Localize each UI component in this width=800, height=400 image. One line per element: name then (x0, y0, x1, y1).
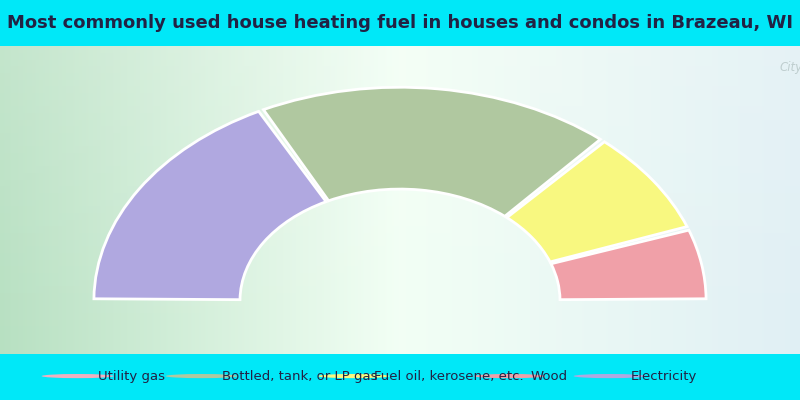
Text: Most commonly used house heating fuel in houses and condos in Brazeau, WI: Most commonly used house heating fuel in… (7, 14, 793, 32)
Text: City-Data.com: City-Data.com (780, 62, 800, 74)
Wedge shape (94, 111, 326, 300)
Circle shape (474, 374, 546, 378)
Text: Bottled, tank, or LP gas: Bottled, tank, or LP gas (222, 370, 378, 382)
Text: Utility gas: Utility gas (98, 370, 166, 382)
Text: Fuel oil, kerosene, etc.: Fuel oil, kerosene, etc. (374, 370, 524, 382)
Circle shape (166, 374, 238, 378)
Text: Wood: Wood (530, 370, 567, 382)
Circle shape (318, 374, 390, 378)
Wedge shape (551, 230, 706, 300)
Circle shape (574, 374, 646, 378)
Wedge shape (263, 87, 601, 216)
Wedge shape (507, 142, 687, 262)
Circle shape (42, 374, 114, 378)
Text: Electricity: Electricity (630, 370, 697, 382)
